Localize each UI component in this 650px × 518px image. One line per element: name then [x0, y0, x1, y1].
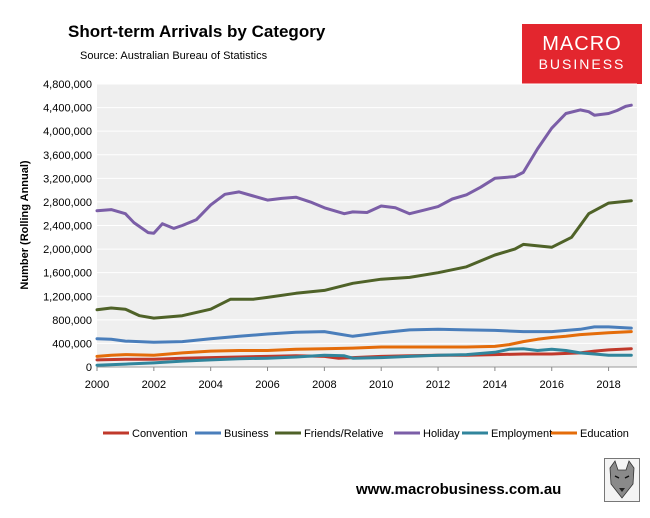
legend-label: Education: [580, 428, 629, 440]
y-tick-label: 1,200,000: [43, 291, 92, 303]
y-tick-label: 400,000: [52, 338, 92, 350]
series-line-education: [95, 330, 633, 358]
y-tick-label: 1,600,000: [43, 268, 92, 280]
x-tick-label: 2004: [198, 379, 222, 391]
chart-legend: Convention Business Friends/Relative Holida…: [103, 428, 629, 440]
chart-gridlines: [97, 83, 637, 368]
x-tick-label: 2000: [85, 379, 109, 391]
logo-line-2: BUSINESS: [538, 56, 626, 72]
legend-label: Friends/Relative: [304, 428, 383, 440]
x-tick-label: 2012: [426, 379, 450, 391]
logo-line-1: MACRO: [542, 33, 622, 55]
y-tick-label: 4,400,000: [43, 103, 92, 115]
legend-label: Business: [224, 428, 269, 440]
y-tick-label: 2,400,000: [43, 221, 92, 233]
macrobusiness-logo: MACRO BUSINESS: [522, 24, 642, 84]
x-tick-label: 2008: [312, 379, 336, 391]
legend-label: Employment: [491, 428, 552, 440]
chart-source: Source: Australian Bureau of Statistics: [80, 50, 268, 62]
chart-title: Short-term Arrivals by Category: [68, 22, 326, 41]
x-tick-label: 2014: [483, 379, 507, 391]
x-axis-ticks: 2000 2002 2004 2006 2008 2010 2012 2014 2016 2018: [85, 367, 621, 391]
legend-label: Holiday: [423, 428, 460, 440]
x-tick-label: 2018: [596, 379, 620, 391]
chart-series: [95, 103, 633, 367]
x-tick-label: 2010: [369, 379, 393, 391]
y-axis-label: Number (Rolling Annual): [19, 160, 31, 289]
series-line-employment: [95, 347, 633, 367]
y-tick-label: 4,800,000: [43, 79, 92, 91]
wolf-mascot-icon: [604, 458, 640, 502]
y-tick-label: 0: [86, 362, 92, 374]
y-tick-label: 4,000,000: [43, 126, 92, 138]
y-tick-label: 800,000: [52, 315, 92, 327]
website-url[interactable]: www.macrobusiness.com.au: [356, 481, 562, 498]
x-tick-label: 2016: [539, 379, 563, 391]
legend-label: Convention: [132, 428, 188, 440]
x-tick-label: 2002: [142, 379, 166, 391]
y-tick-label: 2,800,000: [43, 197, 92, 209]
series-line-holiday: [95, 103, 633, 235]
x-tick-label: 2006: [255, 379, 279, 391]
y-axis-ticks: 0 400,000 800,000 1,200,000 1,600,000 2,000,0…: [43, 79, 92, 374]
y-tick-label: 3,200,000: [43, 173, 92, 185]
series-line-business: [95, 325, 633, 344]
y-tick-label: 3,600,000: [43, 150, 92, 162]
series-line-friends-relative: [95, 199, 633, 320]
y-tick-label: 2,000,000: [43, 244, 92, 256]
